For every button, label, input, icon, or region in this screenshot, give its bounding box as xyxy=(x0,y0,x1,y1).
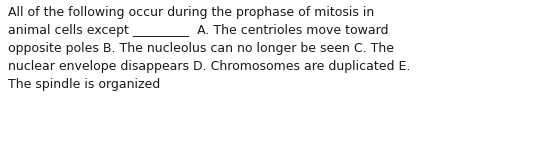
Text: All of the following occur during the prophase of mitosis in
animal cells except: All of the following occur during the pr… xyxy=(8,6,411,91)
